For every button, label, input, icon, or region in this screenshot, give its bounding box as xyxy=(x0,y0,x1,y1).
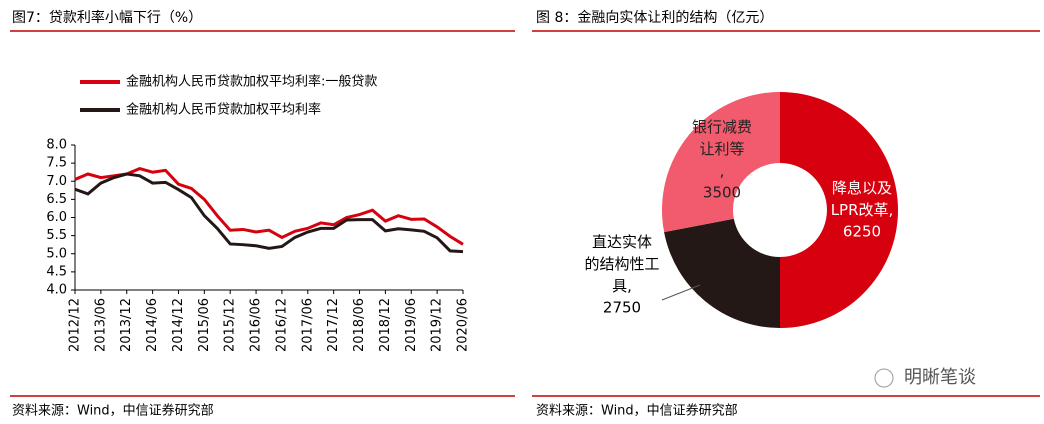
x-tick-label: 2012/12 xyxy=(68,298,83,352)
category-label: 降息以及 LPR改革, xyxy=(831,179,894,219)
value-label: 6250 xyxy=(843,223,881,241)
y-tick-label: 4.5 xyxy=(46,264,67,279)
value-label: 2750 xyxy=(603,299,641,317)
x-tick-label: 2020/06 xyxy=(456,298,471,352)
source: 资料来源：Wind，中信证券研究部 xyxy=(536,403,738,419)
x-tick-label: 2014/06 xyxy=(145,298,160,352)
data-label: 降息以及 LPR改革, 6250 xyxy=(831,179,894,241)
label-line: 直达实体 xyxy=(592,233,652,251)
x-tick-label: 2013/06 xyxy=(93,298,108,352)
data-label: 银行减费让利等, 3500 xyxy=(692,118,752,202)
watermark: 明晰笔谈 xyxy=(874,367,976,388)
label-line: 银行减费 xyxy=(692,118,752,136)
category-label: 直达实体的结构性工具, xyxy=(584,233,659,295)
watermark-text: 明晰笔谈 xyxy=(904,367,976,388)
line-series xyxy=(74,166,464,246)
label-line: , xyxy=(720,162,725,180)
x-tick-label: 2013/12 xyxy=(119,298,134,352)
line-series xyxy=(74,172,464,254)
x-tick-label: 2017/06 xyxy=(300,298,315,352)
donut-segment xyxy=(664,218,780,328)
y-tick-label: 6.5 xyxy=(46,192,67,207)
label-line: 让利等 xyxy=(699,140,744,158)
watermark-icon xyxy=(874,368,894,388)
y-tick-label: 7.0 xyxy=(46,174,67,189)
chart-title: 图 8：金融向实体让利的结构（亿元） xyxy=(536,10,773,26)
x-tick-label: 2019/12 xyxy=(430,298,445,352)
value-label: 3500 xyxy=(703,184,741,202)
label-line: 具, xyxy=(612,277,632,295)
leader-line xyxy=(661,284,701,301)
y-tick-label: 7.5 xyxy=(46,156,67,171)
source: 资料来源：Wind，中信证券研究部 xyxy=(12,403,214,419)
label-line: 降息以及 xyxy=(832,179,892,197)
x-tick-label: 2018/12 xyxy=(378,298,393,352)
x-tick-label: 2017/12 xyxy=(326,298,341,352)
x-tick-label: 2019/06 xyxy=(404,298,419,352)
chart-title: 图7：贷款利率小幅下行（%） xyxy=(12,9,202,26)
x-tick-label: 2018/06 xyxy=(352,298,367,352)
x-tick-label: 2014/12 xyxy=(171,298,186,352)
y-tick-label: 8.0 xyxy=(46,138,67,153)
x-tick-label: 2016/12 xyxy=(274,298,289,352)
legend-label: 金融机构人民币贷款加权平均利率 xyxy=(126,102,321,118)
y-tick-label: 5.0 xyxy=(46,246,67,261)
legend-label: 金融机构人民币贷款加权平均利率:一般贷款 xyxy=(126,74,377,90)
data-label: 直达实体的结构性工具, 2750 xyxy=(584,233,659,317)
y-tick-label: 5.5 xyxy=(46,228,67,243)
y-tick-label: 4.0 xyxy=(46,283,67,298)
x-tick-label: 2016/06 xyxy=(249,298,264,352)
donut-segment xyxy=(661,92,780,233)
donut-segment xyxy=(780,92,898,328)
x-tick-label: 2015/06 xyxy=(197,298,212,352)
label-line: 的结构性工 xyxy=(584,255,659,273)
x-tick-label: 2015/12 xyxy=(223,298,238,352)
y-tick-label: 6.0 xyxy=(46,210,67,225)
label-line: LPR改革, xyxy=(831,201,894,219)
category-label: 银行减费让利等, xyxy=(692,118,752,180)
